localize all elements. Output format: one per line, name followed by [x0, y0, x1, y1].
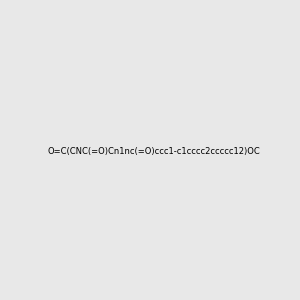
Text: O=C(CNC(=O)Cn1nc(=O)ccc1-c1cccc2ccccc12)OC: O=C(CNC(=O)Cn1nc(=O)ccc1-c1cccc2ccccc12)…: [47, 147, 260, 156]
